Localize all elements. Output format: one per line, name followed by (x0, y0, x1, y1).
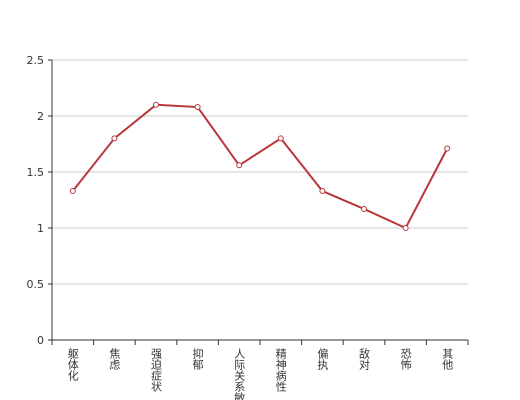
x-tick-label: 人际关系敏感 (233, 348, 246, 400)
x-tick-label: 躯体化 (66, 348, 79, 382)
point (69, 188, 76, 195)
x-tick-label: 抑郁 (191, 347, 204, 370)
x-tick-label: 其他 (441, 348, 454, 370)
x-tick-label: 偏执 (316, 347, 329, 371)
y-tick-label: 1 (37, 222, 44, 235)
point (111, 135, 118, 142)
x-tick-label: 敌对 (358, 347, 371, 370)
x-tick-label: 焦虑 (108, 348, 121, 370)
y-tick-label: 2.5 (27, 54, 45, 67)
point (277, 135, 284, 142)
point (153, 101, 159, 108)
point (402, 225, 409, 231)
y-tick-label: 1.5 (27, 166, 45, 179)
line (72, 103, 449, 230)
y-tick-label: 2 (37, 110, 44, 123)
x-tick-label: 强迫症状 (150, 348, 163, 392)
point (319, 188, 326, 195)
point (444, 145, 451, 152)
point (236, 162, 243, 169)
x-tick-label: 精神病性 (274, 348, 287, 393)
point (361, 205, 367, 212)
y-tick-label: 0 (37, 334, 44, 347)
point (194, 104, 201, 111)
x-tick-label: 恐怖 (399, 348, 412, 370)
y-tick-label: 0.5 (27, 278, 45, 291)
